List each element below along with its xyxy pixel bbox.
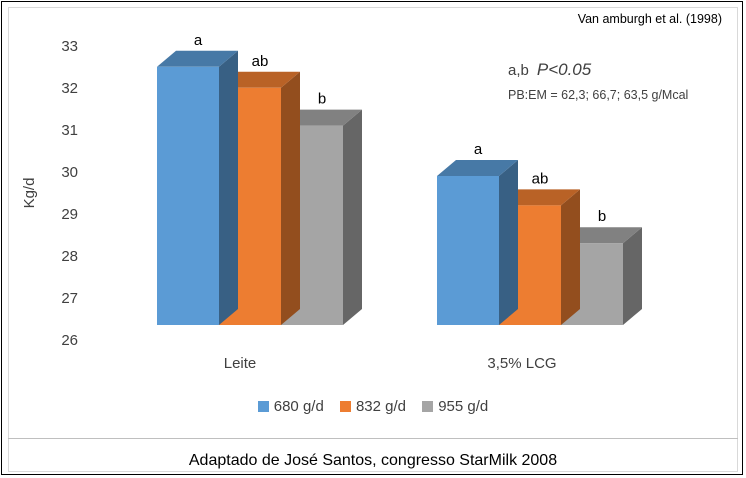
y-tick-label: 33 — [61, 38, 78, 55]
chart-area-border — [8, 7, 738, 472]
y-tick-label: 27 — [61, 290, 78, 307]
y-tick-label: 26 — [61, 332, 78, 349]
bar-letter-label: ab — [532, 170, 549, 187]
bar — [157, 66, 219, 326]
y-tick-label: 31 — [61, 122, 78, 139]
y-tick-label: 29 — [61, 206, 78, 223]
legend-label-3: 955 g/d — [438, 398, 489, 415]
legend-label-1: 680 g/d — [273, 398, 324, 415]
legend-swatch-1 — [257, 401, 269, 412]
bar-side — [499, 160, 518, 325]
bar-top — [499, 189, 580, 206]
x-category-label: 3,5% LCG — [487, 355, 556, 372]
legend-swatch-2 — [339, 401, 351, 412]
bar-side — [343, 109, 362, 325]
p-value: P<0.05 — [536, 60, 592, 79]
x-category-label: Leite — [224, 355, 257, 372]
bar-side — [219, 50, 238, 326]
footer-caption: Adaptado de José Santos, congresso StarM… — [188, 452, 558, 469]
bar-side — [561, 189, 580, 325]
y-axis-label: Kg/d — [21, 178, 38, 209]
bar-letter-label: b — [318, 91, 326, 108]
bar-side — [623, 227, 642, 325]
bar-top — [157, 50, 238, 67]
bar-top — [437, 160, 518, 176]
bar-letter-label: a — [194, 32, 203, 49]
source-citation: Van amburgh et al. (1998) — [577, 12, 722, 26]
y-tick-label: 32 — [61, 80, 78, 97]
pb-em-note: PB:EM = 62,3; 66,7; 63,5 g/Mcal — [508, 88, 689, 102]
bar-top — [219, 71, 300, 88]
y-tick-label: 28 — [61, 248, 78, 265]
legend-item-3: 955 g/d — [422, 398, 488, 415]
legend-swatch-3 — [422, 401, 434, 412]
footer-divider — [8, 438, 738, 439]
bar-letter-label: ab — [252, 53, 269, 70]
significance-letters: a,b — [508, 62, 529, 79]
bar-top — [561, 227, 642, 244]
significance-note: a,b P<0.05 — [508, 60, 591, 80]
bar-letter-label: b — [598, 208, 606, 225]
legend: 680 g/d 832 g/d 955 g/d — [0, 398, 746, 415]
legend-item-2: 832 g/d — [339, 398, 407, 415]
bar-letter-label: a — [474, 141, 483, 158]
bar-side — [281, 71, 300, 325]
y-tick-label: 30 — [61, 164, 78, 181]
legend-label-2: 832 g/d — [355, 398, 407, 415]
bar-top — [281, 109, 362, 126]
bar — [437, 176, 499, 325]
legend-item-1: 680 g/d — [257, 398, 324, 415]
